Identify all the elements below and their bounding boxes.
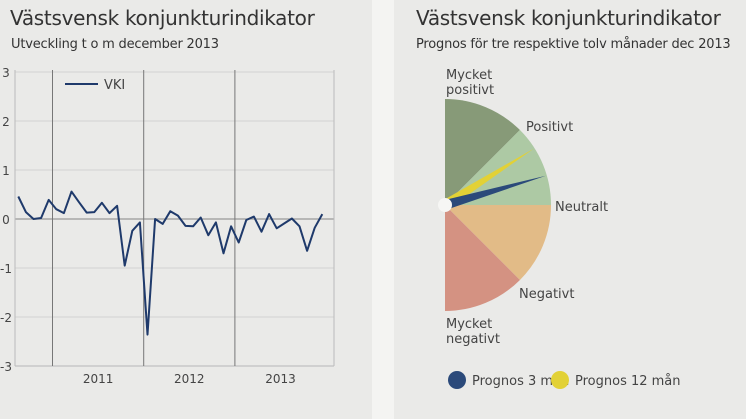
y-tick-label: -3 <box>0 360 12 374</box>
y-tick-label: -2 <box>0 311 12 325</box>
legend-label: Prognos 12 mån <box>575 374 681 389</box>
segment-mycket-positivt <box>445 99 520 205</box>
y-tick-label: -1 <box>0 262 12 276</box>
gauge-chart: Mycket positivt Positivt Neutralt Negativt My… <box>438 68 681 389</box>
line-chart: 3 2 1 0 -1 -2 -3 2011 2012 2013 VKI <box>0 66 335 386</box>
label-negativt: Negativt <box>519 287 574 302</box>
gauge-hub <box>438 198 452 212</box>
legend-swatch <box>551 371 569 389</box>
y-tick-label: 3 <box>2 66 10 80</box>
label-neutralt: Neutralt <box>555 200 608 215</box>
y-tick-label: 0 <box>2 213 10 227</box>
vki-line-chart-panel: Västsvensk konjunkturindikator Utvecklin… <box>0 0 372 419</box>
label-mycket-positivt: Mycket positivt <box>446 68 494 98</box>
y-tick-label: 1 <box>2 164 10 178</box>
legend-label: Prognos 3 mån <box>472 374 569 389</box>
label-positivt: Positivt <box>526 120 573 135</box>
legend-swatch <box>448 371 466 389</box>
x-tick-label: 2013 <box>265 372 296 386</box>
segment-mycket-negativt <box>445 205 520 311</box>
needle <box>442 148 534 210</box>
label-mycket-negativt: Mycket negativt <box>446 317 500 347</box>
chart-title: Västsvensk konjunkturindikator <box>416 6 721 30</box>
legend-label: VKI <box>104 78 125 93</box>
chart-subtitle: Utveckling t o m december 2013 <box>11 37 219 52</box>
chart-title: Västsvensk konjunkturindikator <box>10 6 315 30</box>
y-tick-label: 2 <box>2 115 10 129</box>
segment-negativt <box>445 205 551 280</box>
x-tick-label: 2012 <box>174 372 205 386</box>
chart-subtitle: Prognos för tre respektive tolv månader … <box>416 37 731 52</box>
gauge-chart-panel: Västsvensk konjunkturindikator Prognos f… <box>394 0 746 419</box>
needle <box>443 175 546 210</box>
x-tick-label: 2011 <box>83 372 114 386</box>
